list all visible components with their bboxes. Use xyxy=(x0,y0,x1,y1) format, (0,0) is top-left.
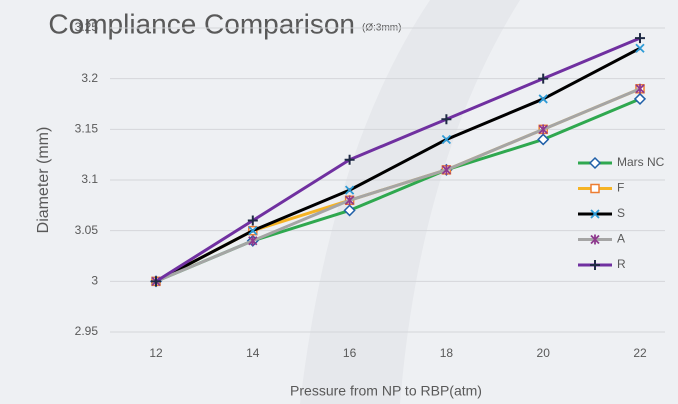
marker xyxy=(590,260,600,270)
marker xyxy=(590,209,600,219)
marker-shape xyxy=(344,185,355,195)
y-axis-label: Diameter (mm) xyxy=(35,127,52,234)
marker-shape xyxy=(538,124,548,135)
x-tick-label: 14 xyxy=(246,346,260,360)
chart-title: Compliance Comparison xyxy=(48,8,355,39)
marker-shape xyxy=(441,164,452,175)
marker xyxy=(537,133,550,146)
legend-item: Mars NC xyxy=(578,155,665,169)
marker xyxy=(538,73,549,84)
marker xyxy=(635,43,645,53)
marker xyxy=(151,276,161,287)
marker xyxy=(344,185,355,195)
marker-shape xyxy=(633,92,647,105)
marker-shape xyxy=(344,195,355,206)
marker-shape xyxy=(441,114,452,125)
marker xyxy=(635,33,645,44)
marker xyxy=(344,195,355,206)
series-line xyxy=(155,36,641,283)
marker xyxy=(633,92,647,105)
marker-shape xyxy=(590,209,600,219)
marker-shape xyxy=(344,154,355,165)
marker-shape xyxy=(588,156,602,170)
marker-shape xyxy=(537,133,550,146)
legend-label: Mars NC xyxy=(617,155,665,169)
marker-shape xyxy=(635,83,645,94)
background-swoosh xyxy=(300,0,520,404)
legend-label: A xyxy=(617,232,625,246)
x-tick-label: 20 xyxy=(537,346,551,360)
marker-shape xyxy=(635,33,645,44)
marker-shape xyxy=(635,43,645,53)
y-tick-label: 3.2 xyxy=(81,71,98,85)
x-tick-label: 18 xyxy=(440,346,454,360)
legend-label: R xyxy=(617,257,626,271)
legend-label: S xyxy=(617,206,625,220)
y-tick-label: 3.15 xyxy=(75,122,99,136)
y-tick-label: 3.1 xyxy=(81,172,98,186)
marker-shape xyxy=(343,204,356,217)
x-tick-label: 16 xyxy=(343,346,357,360)
marker xyxy=(538,94,548,104)
marker xyxy=(248,235,258,246)
marker-shape xyxy=(538,94,548,104)
marker xyxy=(441,164,452,175)
marker xyxy=(247,215,258,226)
y-tick-label: 3.25 xyxy=(75,20,99,34)
marker-shape xyxy=(590,183,600,194)
series-line xyxy=(155,87,641,283)
marker xyxy=(344,154,355,165)
marker xyxy=(590,183,600,194)
legend-item: S xyxy=(578,206,625,220)
marker xyxy=(635,83,645,94)
marker xyxy=(590,234,600,245)
x-tick-label: 12 xyxy=(149,346,163,360)
y-tick-label: 3.05 xyxy=(75,223,99,237)
marker xyxy=(343,204,356,217)
marker xyxy=(441,114,452,125)
legend-item: A xyxy=(578,232,625,246)
y-tick-label: 3 xyxy=(91,274,98,288)
marker-shape xyxy=(248,235,258,246)
legend-label: F xyxy=(617,181,624,195)
marker-shape xyxy=(441,134,452,145)
marker-shape xyxy=(590,234,600,245)
marker-shape xyxy=(247,215,258,226)
marker xyxy=(441,134,452,145)
marker xyxy=(248,226,258,236)
legend-item: R xyxy=(578,257,626,271)
marker-shape xyxy=(538,73,549,84)
series-line xyxy=(155,46,641,283)
marker-shape xyxy=(151,276,161,287)
legend-item: F xyxy=(578,181,624,195)
marker-shape xyxy=(590,260,600,270)
marker-shape xyxy=(248,226,258,236)
marker xyxy=(588,156,602,170)
marker xyxy=(538,124,548,135)
x-axis-label: Pressure from NP to RBP(atm) xyxy=(290,383,482,399)
x-tick-label: 22 xyxy=(633,346,647,360)
y-tick-label: 2.95 xyxy=(75,324,99,338)
